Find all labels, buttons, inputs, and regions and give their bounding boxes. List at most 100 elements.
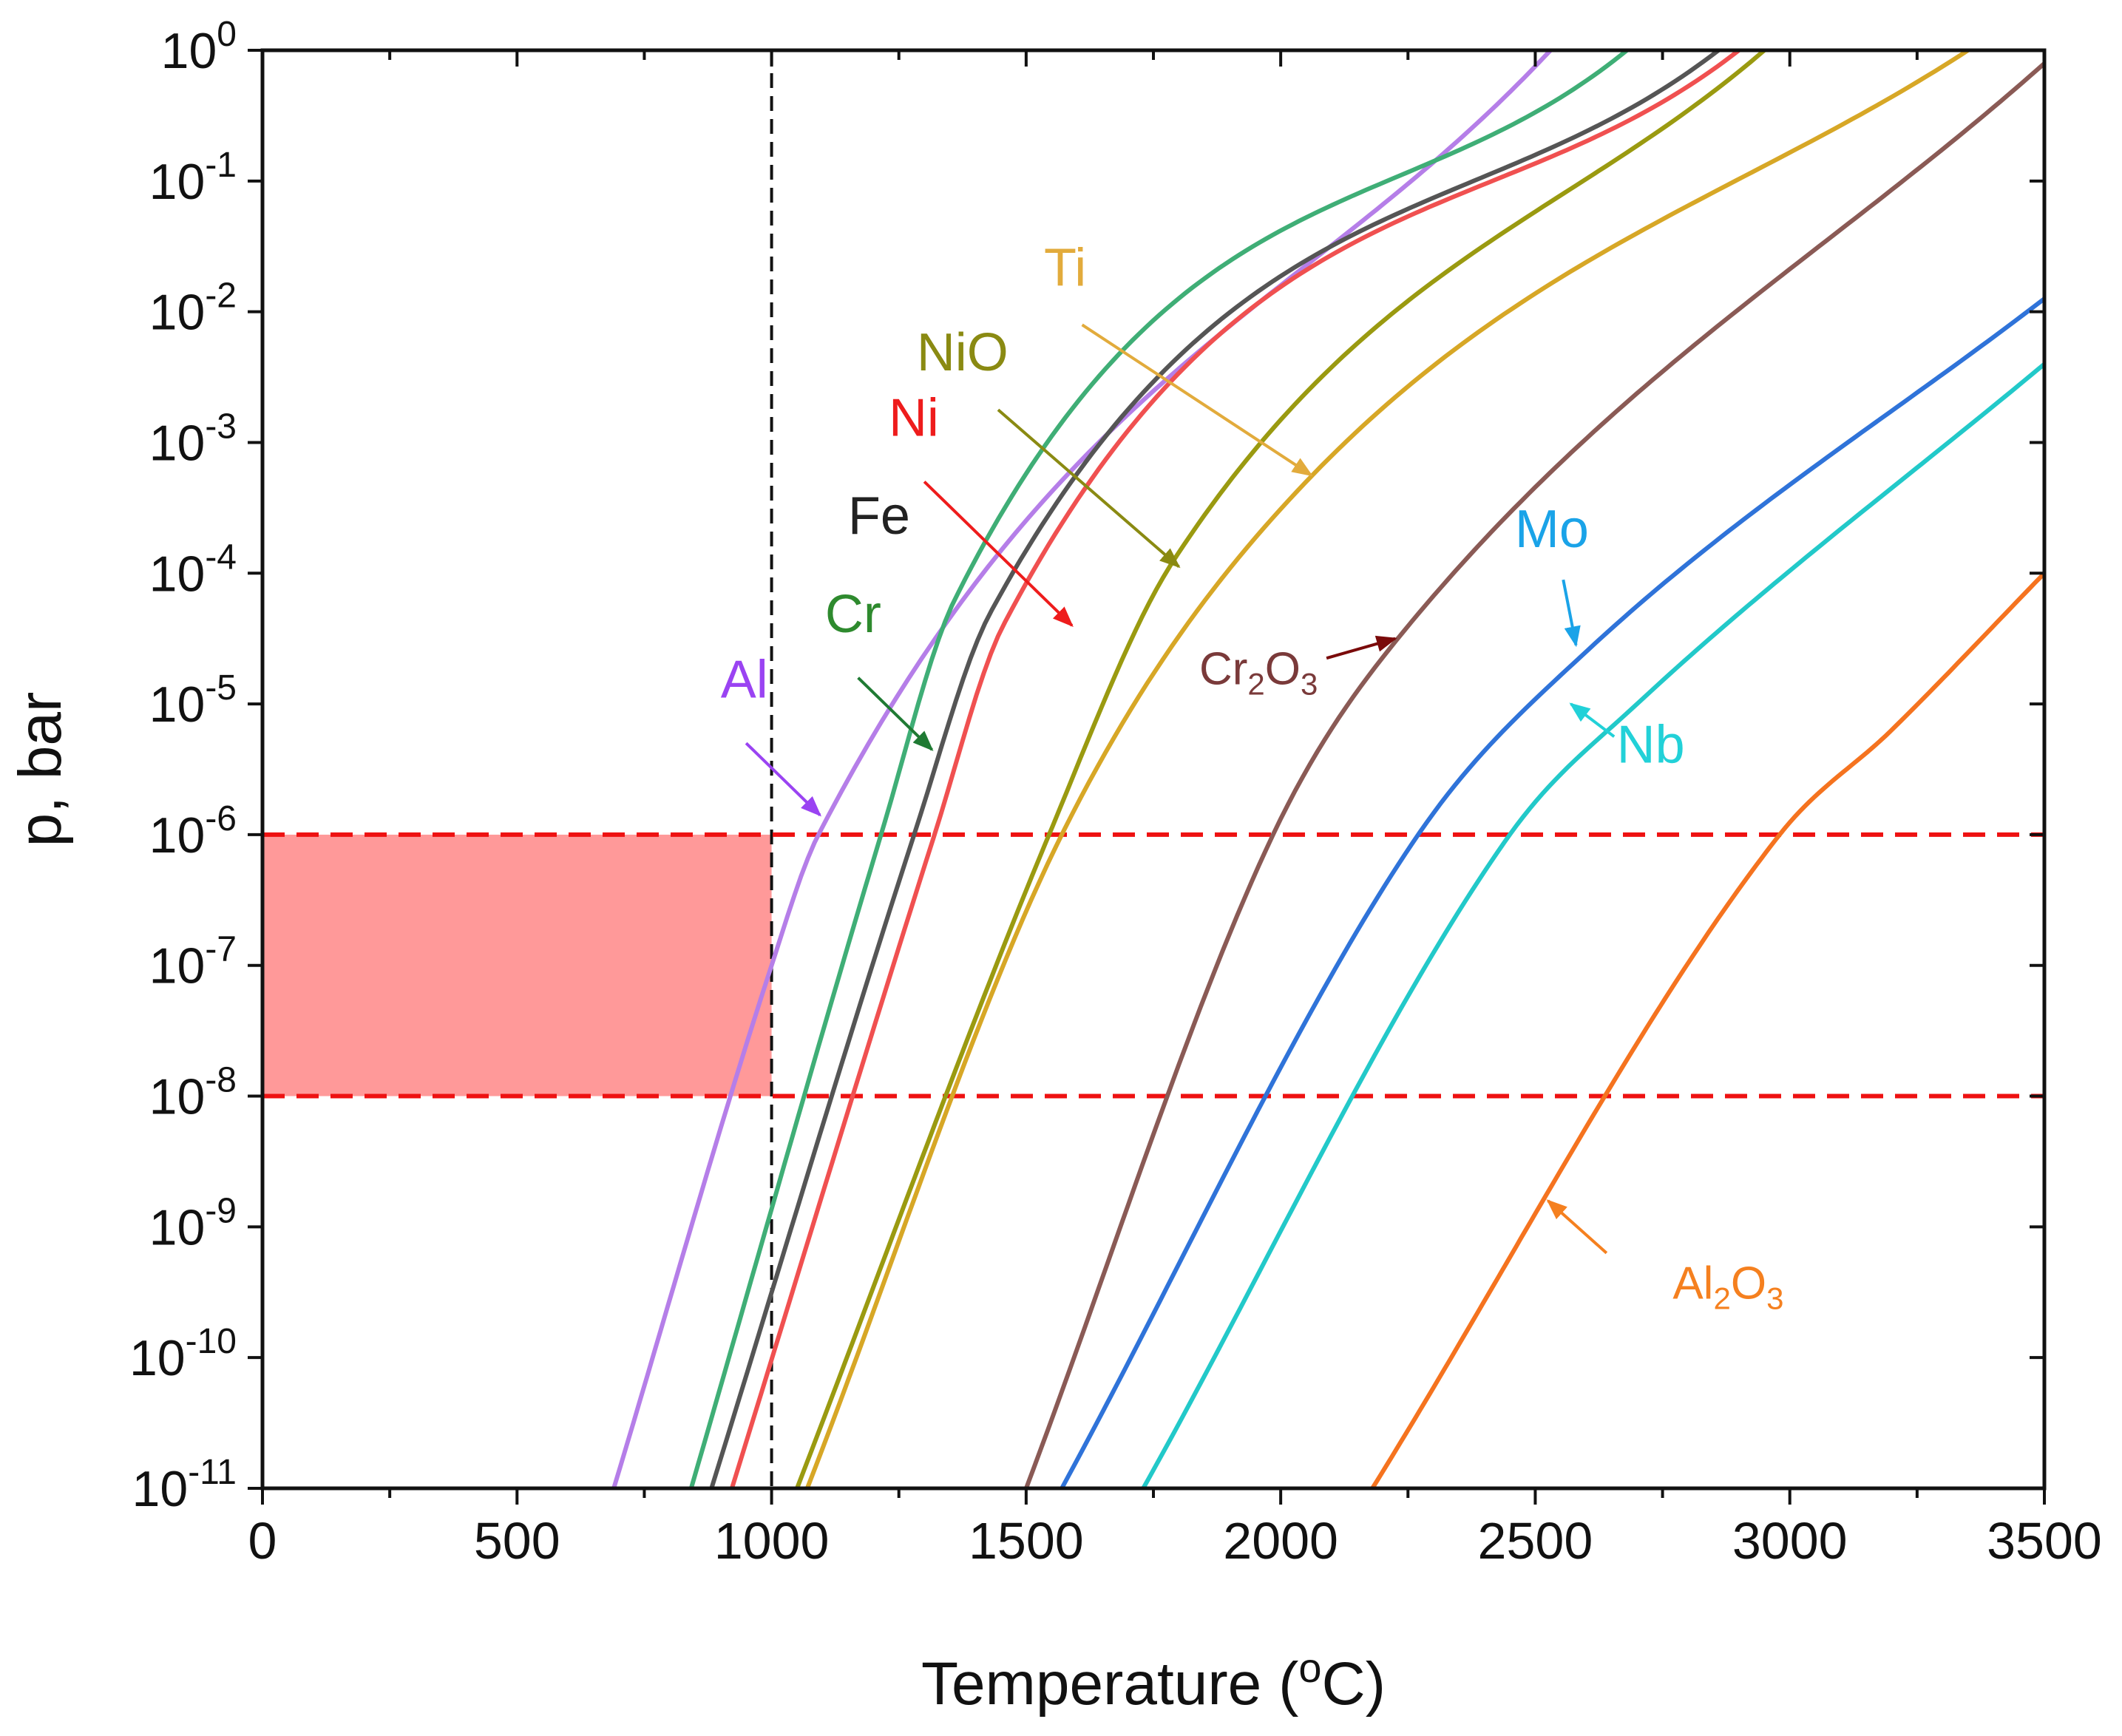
x-tick-label: 2500 <box>1478 1512 1593 1570</box>
x-tick-label: 1500 <box>969 1512 1084 1570</box>
annotation-subscript: 3 <box>1301 667 1318 702</box>
series-line-fe <box>709 48 1721 1489</box>
y-tick-base: 10 <box>149 154 206 210</box>
y-tick-exponent: -10 <box>186 1322 237 1361</box>
y-tick-exponent: -9 <box>205 1191 237 1230</box>
y-tick-exponent: -8 <box>205 1061 237 1100</box>
series-line-al2o3 <box>1370 572 2047 1490</box>
annotation-text: O <box>1731 1258 1766 1309</box>
annotation-label-7: Mo <box>1515 500 1589 559</box>
x-title-text: Temperature <box>921 1650 1278 1718</box>
annotation-arrow-8 <box>1569 702 1616 738</box>
axis-titles-group: Temperature (oC) p, bar <box>7 692 1386 1718</box>
annotation-label-9: Al2O3 <box>1672 1258 1783 1316</box>
y-tick-base: 10 <box>149 285 206 341</box>
x-tick-label: 1000 <box>714 1512 830 1570</box>
annotation-subscript: 2 <box>1247 667 1264 702</box>
y-tick-exponent: -7 <box>205 930 237 969</box>
y-tick-label: 10-10 <box>129 1322 237 1386</box>
annotation-text: Cr <box>1199 644 1247 695</box>
x-axis-title: Temperature (oC) <box>921 1644 1386 1718</box>
y-tick-base: 10 <box>149 938 206 994</box>
y-tick-label: 10-11 <box>132 1453 237 1517</box>
y-tick-exponent: -4 <box>205 538 237 577</box>
x-title-unit-open: ( <box>1278 1650 1298 1718</box>
annotation-arrow-4 <box>997 408 1181 569</box>
y-tick-base: 10 <box>149 807 206 864</box>
y-tick-label: 10-2 <box>149 277 237 341</box>
y-tick-base: 10 <box>161 23 217 79</box>
annotation-subscript: 3 <box>1766 1281 1783 1316</box>
ticks-group <box>248 49 2046 1505</box>
annotation-arrow-9 <box>1546 1199 1608 1255</box>
y-tick-label: 10-9 <box>149 1191 237 1255</box>
y-tick-label: 10-1 <box>149 146 237 210</box>
x-tick-label: 2000 <box>1223 1512 1338 1570</box>
y-tick-exponent: 0 <box>217 15 237 54</box>
y-tick-base: 10 <box>132 1461 189 1517</box>
y-tick-exponent: -2 <box>205 277 237 316</box>
shaded-region <box>262 834 772 1096</box>
y-tick-exponent: -6 <box>205 799 237 838</box>
annotation-arrow-1 <box>857 677 934 751</box>
series-group <box>611 48 2047 1490</box>
annotation-arrow-5 <box>1081 323 1313 477</box>
annotation-arrow-7 <box>1562 579 1581 648</box>
y-tick-base: 10 <box>149 1199 206 1255</box>
annotation-arrow-6 <box>1326 635 1397 660</box>
y-tick-label: 10-3 <box>149 407 237 471</box>
annotation-text: Ti <box>1044 238 1086 297</box>
annotation-subscript: 2 <box>1713 1281 1730 1316</box>
y-tick-base: 10 <box>149 677 206 733</box>
annotation-text: Mo <box>1515 500 1589 559</box>
annotation-label-4: NiO <box>917 323 1009 382</box>
annotation-label-5: Ti <box>1044 238 1086 297</box>
annotation-text: Al <box>721 650 768 709</box>
y-tick-label: 10-7 <box>149 930 237 994</box>
x-tick-label: 3000 <box>1732 1512 1848 1570</box>
y-tick-label: 10-6 <box>149 799 237 864</box>
annotation-label-0: Al <box>721 650 768 709</box>
x-tick-label: 500 <box>474 1512 560 1570</box>
y-tick-exponent: -5 <box>205 668 237 708</box>
annotation-label-3: Ni <box>889 389 939 448</box>
y-tick-base: 10 <box>129 1330 186 1386</box>
x-title-unit: C) <box>1322 1650 1386 1718</box>
shaded-region-group <box>262 834 772 1096</box>
annotation-label-2: Fe <box>848 486 910 546</box>
y-tick-label: 10-5 <box>149 668 237 733</box>
series-line-cr <box>688 48 1629 1489</box>
y-tick-exponent: -3 <box>205 407 237 446</box>
series-line-al <box>611 48 1553 1489</box>
series-line-mo <box>1060 296 2046 1490</box>
series-line-cr2o3 <box>1024 61 2046 1490</box>
y-tick-exponent: -11 <box>188 1453 237 1492</box>
y-tick-base: 10 <box>149 1069 206 1125</box>
y-tick-label: 10-8 <box>149 1061 237 1125</box>
annotation-label-8: Nb <box>1617 716 1685 775</box>
annotation-text: O <box>1265 644 1301 695</box>
annotation-label-1: Cr <box>825 585 881 644</box>
annotation-arrow-3 <box>923 481 1074 627</box>
series-line-ni <box>730 48 1740 1489</box>
annotation-arrow-0 <box>745 742 821 817</box>
annotation-text: Ni <box>889 389 939 448</box>
y-axis-title: p, bar <box>7 692 74 847</box>
series-line-nb <box>1141 362 2046 1490</box>
annotation-text: Al <box>1672 1258 1713 1309</box>
x-tick-label: 3500 <box>1987 1512 2102 1570</box>
series-line-nio <box>795 48 1766 1490</box>
annotation-label-6: Cr2O3 <box>1199 644 1318 702</box>
x-tick-label: 0 <box>248 1512 277 1570</box>
y-tick-exponent: -1 <box>205 146 237 185</box>
annotation-text: Fe <box>848 486 910 546</box>
annotation-text: Cr <box>825 585 881 644</box>
x-title-degree: o <box>1298 1644 1321 1691</box>
annotation-text: Nb <box>1617 716 1685 775</box>
series-line-ti <box>805 48 1970 1490</box>
tick-labels-group: 0 500 1000 1500 2000 2500 3000 350010010-110-21… <box>129 15 2102 1570</box>
y-tick-base: 10 <box>149 546 206 602</box>
y-tick-label: 10-4 <box>149 538 237 602</box>
